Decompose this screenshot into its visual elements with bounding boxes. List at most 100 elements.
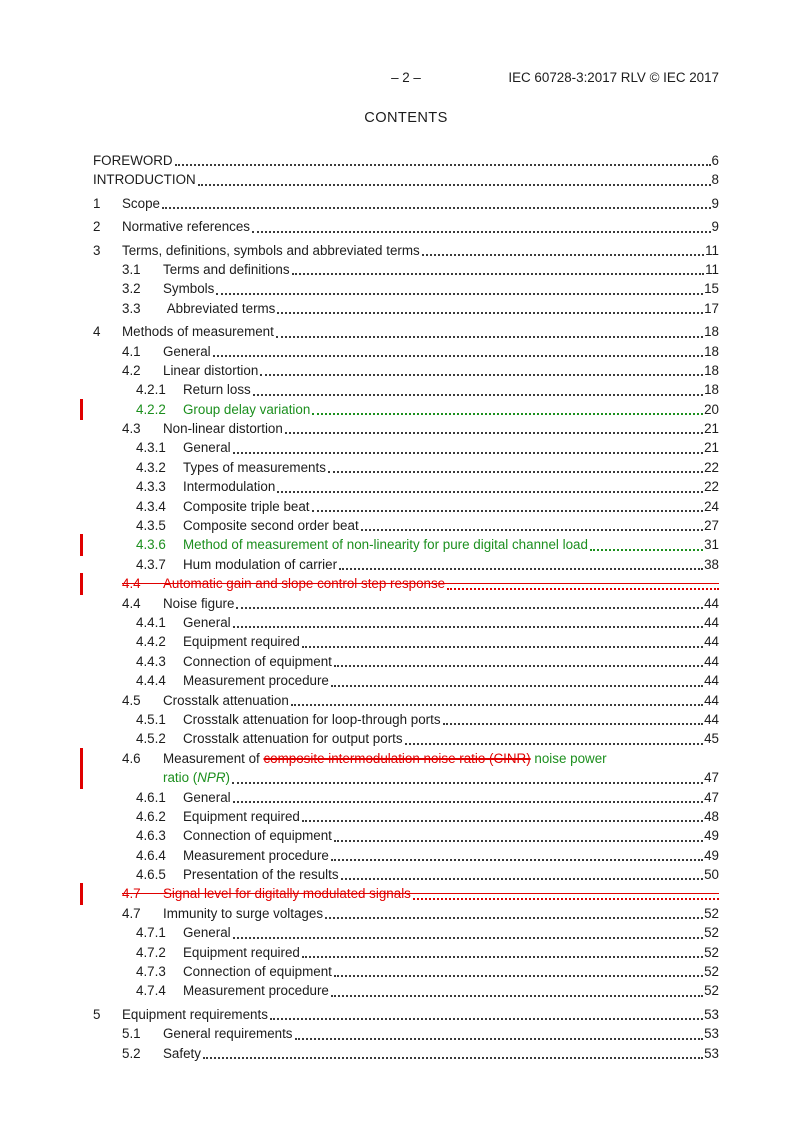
toc-dotted-leader (231, 781, 704, 784)
toc-entry-number: 4 (93, 324, 101, 340)
toc-entry: 4.3.4 Composite triple beat 24 (93, 497, 719, 516)
toc-entry-number: 4.3 (122, 421, 141, 437)
toc-entry-number: 4.7 (122, 905, 141, 921)
toc-entry-number: 4.4.2 (136, 634, 166, 650)
toc-entry-page: 44 (704, 692, 719, 708)
toc-entry-number: 4.6.2 (136, 808, 166, 824)
toc-entry-number: 4.3.2 (136, 459, 166, 475)
toc-entry-title: FOREWORD (93, 153, 173, 168)
toc-entry-title: General requirements (163, 1026, 293, 1042)
toc-entry-page: 49 (704, 828, 719, 844)
toc-entry-page: 49 (704, 847, 719, 863)
toc-entry: 3 Terms, definitions, symbols and abbrev… (93, 241, 719, 260)
toc-dotted-leader (333, 975, 704, 978)
toc-entry-title: Crosstalk attenuation (163, 692, 289, 708)
toc-entry-page: 44 (704, 673, 719, 689)
toc-entry-title: Return loss (183, 382, 251, 398)
toc-entry-title: Symbols (163, 281, 215, 297)
toc-entry: 4.4.3 Connection of equipment 44 (93, 652, 719, 671)
toc-entry-number: 4.3.7 (136, 556, 166, 572)
toc-entry-page: 52 (704, 983, 719, 999)
toc-entry-title: Connection of equipment (183, 828, 332, 844)
toc-entry-page: 47 (704, 770, 719, 786)
page-header: – 2 – IEC 60728-3:2017 RLV © IEC 2017 (93, 70, 719, 86)
toc-entry: 4.7 Signal level for digitally modulated… (80, 883, 719, 905)
toc-entry-title: Equipment required (183, 808, 300, 824)
toc-entry-title: INTRODUCTION (93, 172, 196, 188)
toc-dotted-leader (360, 529, 704, 532)
toc-entry-page: 18 (704, 343, 719, 359)
toc-entry: 4.3.5 Composite second order beat 27 (93, 516, 719, 535)
toc-entry-title: Group delay variation (183, 401, 311, 417)
toc-dotted-leader (301, 820, 704, 823)
toc-entry: 4.7.1 General 52 (93, 923, 719, 942)
toc-entry: 4.3.3 Intermodulation 22 (93, 477, 719, 496)
toc-entry-title: Connection of equipment (183, 653, 332, 669)
toc-entry-number: 3.2 (122, 281, 141, 297)
toc-entry-title: Terms and definitions (163, 261, 290, 277)
toc-entry: 3.3 Abbreviated terms 17 (93, 299, 719, 318)
toc-entry-segment: composite intermodulation noise ratio (C… (263, 750, 531, 766)
toc-entry: 4.4.2 Equipment required 44 (93, 632, 719, 651)
toc-entry-title: Safety (163, 1045, 201, 1061)
toc-entry-number: 5.2 (122, 1045, 141, 1061)
toc-entry: 4 Methods of measurement 18 (93, 322, 719, 341)
toc-entry-number: 4.6.1 (136, 789, 166, 805)
toc-dotted-leader (260, 374, 704, 377)
toc-entry: 4.6.4 Measurement procedure 49 (93, 846, 719, 865)
toc-entry: 4.5.2 Crosstalk attenuation for output p… (93, 729, 719, 748)
toc-entry: 5 Equipment requirements 53 (93, 1005, 719, 1024)
toc-entry-page: 53 (704, 1045, 719, 1061)
toc-entry-title: Equipment requirements (122, 1006, 268, 1022)
toc-entry-page: 18 (704, 362, 719, 378)
toc-entry-title: Noise figure (163, 595, 235, 611)
toc-entry-number: 4.4 (122, 595, 141, 611)
toc-entry: 4.4 Automatic gain and slope control ste… (80, 573, 719, 595)
toc-entry-page: 31 (704, 537, 719, 553)
toc-entry-number: 4.7.2 (136, 944, 166, 960)
toc-entry-title: Equipment required (183, 634, 300, 650)
toc-entry-page: 53 (704, 1026, 719, 1042)
toc-entry-number: 3 (93, 242, 101, 258)
toc-entry-title: Linear distortion (163, 362, 259, 378)
toc-entry-page: 11 (705, 261, 719, 277)
toc-dotted-leader (212, 354, 704, 357)
toc-entry-title: Terms, definitions, symbols and abbrevia… (122, 242, 420, 258)
toc-entry-title: Measurement procedure (183, 673, 329, 689)
change-bar (80, 883, 83, 905)
toc-entry-page: 22 (704, 479, 719, 495)
toc-dotted-leader (421, 253, 705, 256)
page-number-marker: – 2 – (391, 70, 421, 85)
toc-entry-page: 8 (711, 172, 719, 188)
document-reference: IEC 60728-3:2017 RLV © IEC 2017 (508, 70, 719, 85)
toc-entry: 1 Scope 9 (93, 194, 719, 213)
toc-dotted-leader (252, 393, 704, 396)
toc-entry-number: 3.1 (122, 261, 141, 277)
toc-entry-page: 11 (705, 242, 719, 258)
toc-entry: 4.4.1 General 44 (93, 613, 719, 632)
toc-entry-number: 4.3.5 (136, 518, 166, 534)
toc-entry-number: 4.4.3 (136, 653, 166, 669)
toc-entry: 4.2.2 Group delay variation 20 (80, 398, 719, 421)
toc-entry-page: 15 (704, 281, 719, 297)
toc-entry-segment: noise power (530, 750, 607, 766)
toc-entry: 4.7 Immunity to surge voltages 52 (93, 904, 719, 923)
toc-entry-number: 4.6.5 (136, 867, 166, 883)
toc-entry-title: General (183, 440, 231, 456)
toc-entry-page: 24 (704, 498, 719, 514)
toc-entry-number: 4.3.1 (136, 440, 166, 456)
toc-entry-title: Abbreviated terms (163, 300, 276, 316)
toc-entry: FOREWORD 6 (93, 151, 719, 170)
toc-entry: 4.7.2 Equipment required 52 (93, 943, 719, 962)
toc-dotted-leader (330, 994, 704, 997)
toc-entry: 4.4 Noise figure 44 (93, 594, 719, 613)
toc-entry-number: 4.6.3 (136, 828, 166, 844)
toc-entry-page: 6 (711, 153, 719, 168)
toc-entry-page: 52 (704, 905, 719, 921)
toc-entry-page: 18 (704, 324, 719, 340)
change-bar (80, 747, 83, 770)
toc-entry-title: Crosstalk attenuation for loop-through p… (183, 711, 441, 727)
toc-entry-page: 52 (704, 925, 719, 941)
toc-entry: 4.1 General 18 (93, 342, 719, 361)
toc-entry-page: 53 (704, 1006, 719, 1022)
